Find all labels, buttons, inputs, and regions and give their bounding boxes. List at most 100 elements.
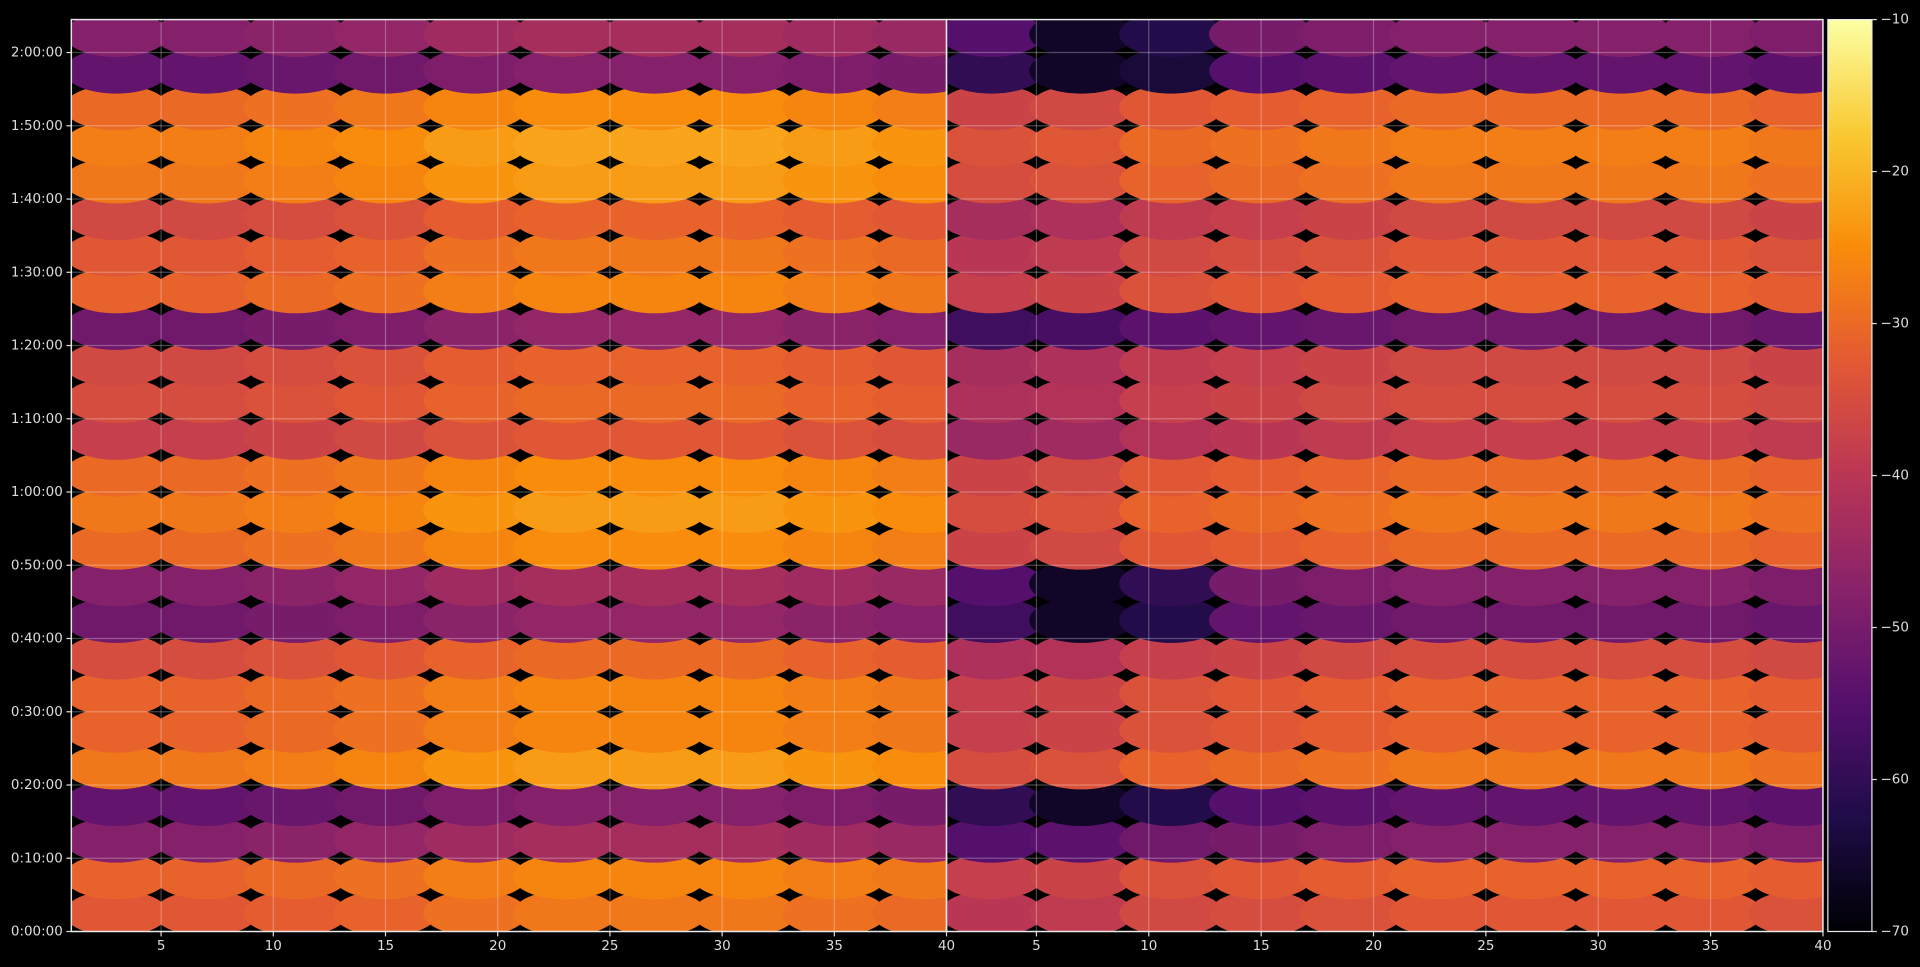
heat-cell <box>243 377 348 424</box>
heat-cell <box>153 231 259 277</box>
heat-cell <box>1209 634 1314 680</box>
heat-cell <box>1388 743 1494 790</box>
heat-cell <box>153 487 259 534</box>
heat-cell <box>1298 853 1404 900</box>
heat-cell <box>1029 304 1134 350</box>
x-tick-label: 20 <box>1365 939 1382 954</box>
heat-cell <box>153 634 259 680</box>
heat-cell <box>1478 48 1583 94</box>
heat-cell <box>872 560 947 607</box>
heat-cell <box>153 84 259 131</box>
heat-cell <box>1568 817 1673 863</box>
heat-cell <box>782 817 887 863</box>
heat-cell <box>1119 414 1224 460</box>
x-tick-label: 25 <box>601 939 618 954</box>
heat-cell <box>602 19 707 57</box>
x-tick-label: 40 <box>938 939 955 954</box>
heat-cell <box>1119 743 1224 790</box>
heat-cell <box>512 84 618 131</box>
heat-cell <box>1298 19 1404 57</box>
heat-cell <box>333 560 438 607</box>
heat-cell <box>692 341 797 387</box>
heat-cell <box>602 84 707 131</box>
heat-cell <box>692 817 797 863</box>
heat-cell <box>946 194 1044 241</box>
heat-cell <box>423 743 528 790</box>
heat-cell <box>1209 853 1314 900</box>
heat-cell <box>1748 597 1823 643</box>
heat-cell <box>1748 267 1823 314</box>
heat-cell <box>1568 304 1673 350</box>
heat-cell <box>1119 560 1224 607</box>
heat-cell <box>243 304 348 350</box>
heat-cell <box>153 743 259 790</box>
heat-cell <box>602 707 707 753</box>
heat-cell <box>1119 707 1224 753</box>
heat-cell <box>872 524 947 570</box>
heat-cell <box>602 158 707 204</box>
y-tick-label: 1:50:00 <box>11 119 63 134</box>
heat-cell <box>692 670 797 717</box>
heat-cell <box>153 670 259 717</box>
heat-cell <box>1568 487 1673 534</box>
heat-cell <box>1568 414 1673 460</box>
heat-cell <box>1478 451 1583 497</box>
heat-cell <box>1568 597 1673 643</box>
heat-cell <box>946 121 1044 167</box>
heat-cell <box>872 341 947 387</box>
heat-cell <box>1568 890 1673 932</box>
heat-cell <box>1209 743 1314 790</box>
heat-cell <box>1748 414 1823 460</box>
heat-cell <box>153 158 259 204</box>
heat-cell <box>71 707 169 753</box>
heat-cell <box>1388 670 1494 717</box>
y-tick-label: 0:10:00 <box>11 851 63 866</box>
heat-cell <box>333 597 438 643</box>
heat-cell <box>423 377 528 424</box>
heat-cell <box>602 560 707 607</box>
y-tick-label: 2:00:00 <box>11 46 63 61</box>
heat-cell <box>782 451 887 497</box>
heat-cell <box>423 853 528 900</box>
heat-cell <box>333 707 438 753</box>
heat-cell <box>153 341 259 387</box>
heat-cell <box>1298 707 1404 753</box>
heat-cell <box>71 890 169 932</box>
heat-cell <box>243 451 348 497</box>
heat-cell <box>1029 267 1134 314</box>
heat-cell <box>1209 121 1314 167</box>
heat-cell <box>782 19 887 57</box>
heat-cell <box>1298 377 1404 424</box>
heat-cell <box>782 414 887 460</box>
heat-cell <box>71 48 169 94</box>
heat-cell <box>512 853 618 900</box>
heat-cell <box>692 890 797 932</box>
heat-cell <box>243 780 348 827</box>
heat-cell <box>1388 48 1494 94</box>
y-tick-label: 0:40:00 <box>11 632 63 647</box>
heat-cell <box>1658 341 1763 387</box>
heat-cell <box>512 817 618 863</box>
heat-cell <box>1568 743 1673 790</box>
heat-cell <box>153 707 259 753</box>
heat-cell <box>946 853 1044 900</box>
heat-cell <box>782 670 887 717</box>
heat-cell <box>1029 158 1134 204</box>
heat-cell <box>333 853 438 900</box>
heat-cell <box>602 487 707 534</box>
heat-cell <box>243 414 348 460</box>
heat-cell <box>1478 341 1583 387</box>
heat-cell <box>153 890 259 932</box>
heat-cell <box>423 560 528 607</box>
heat-cell <box>602 890 707 932</box>
heat-cell <box>1658 267 1763 314</box>
heat-cell <box>692 158 797 204</box>
heat-cell <box>946 780 1044 827</box>
heat-cell <box>423 231 528 277</box>
heat-cell <box>1748 780 1823 827</box>
heat-cell <box>423 451 528 497</box>
colorbar-tick-label: −30 <box>1880 317 1908 332</box>
x-tick-label: 10 <box>265 939 282 954</box>
heat-cell <box>1119 524 1224 570</box>
heat-cell <box>692 231 797 277</box>
